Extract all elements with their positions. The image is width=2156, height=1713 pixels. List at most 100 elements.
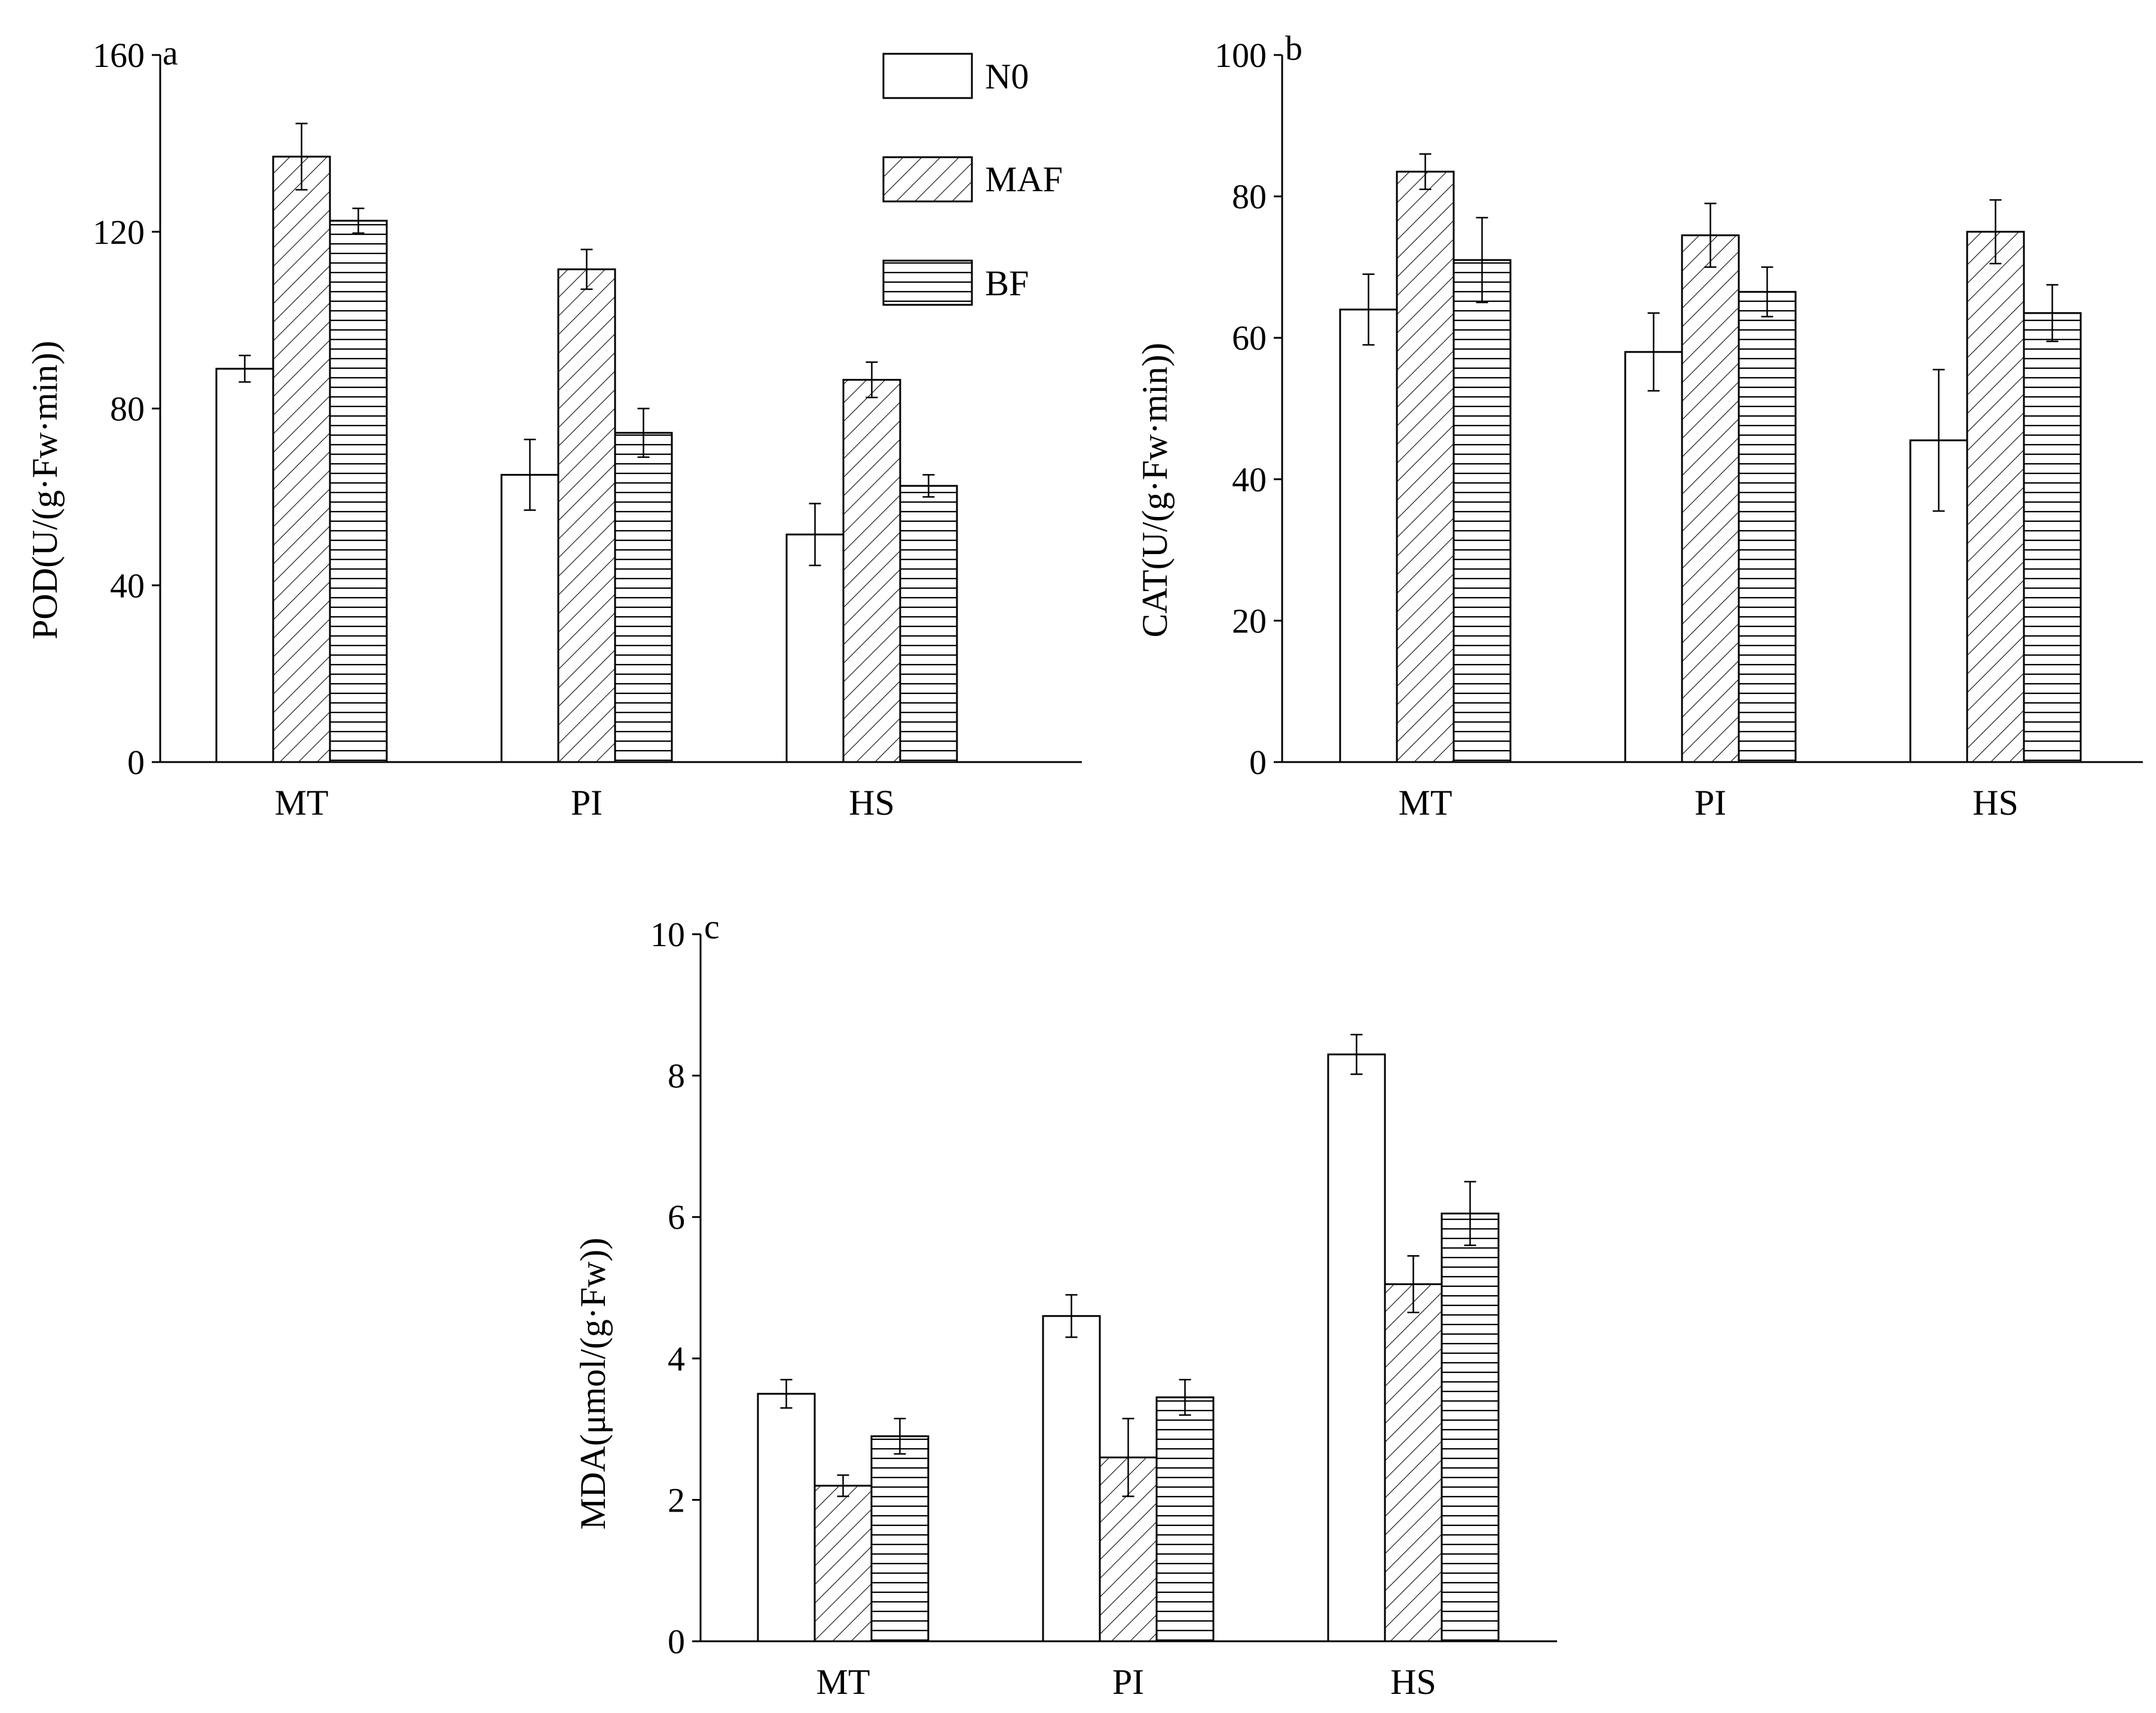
panel-c-ytick-label-8: 8 [668,1057,685,1096]
legend-swatch-bf [882,259,973,306]
panel-c-bar-mt-bf [870,1435,929,1642]
panel-b-ytick-label-40: 40 [1232,460,1267,499]
panel-c-ytick-label-2: 2 [668,1480,685,1519]
panel-c: MT PI HS 0 2 4 6 8 10 c MDA(μmol/(g·Fw)) [573,907,1557,1702]
panel-a-bar-mt-maf [272,155,331,763]
panel-b-ytick-label-20: 20 [1232,601,1267,640]
panel-b-bar-mt-maf [1396,170,1455,763]
panel-a-errorbar-hs-n0 [809,503,821,567]
panel-b-errorbar-mt-maf [1419,153,1432,191]
legend-label-n0: N0 [985,57,1029,96]
panel-b-bar-hs-bf [2023,312,2082,763]
legend-label-bf: BF [985,264,1029,303]
legend-item-maf: MAF [882,156,1063,203]
panel-a-bar-mt-bf [329,219,388,763]
panel-b-ytick-label-80: 80 [1232,178,1267,216]
legend-swatch-n0 [882,53,973,99]
panel-c-ylabel: MDA(μmol/(g·Fw)) [573,1238,613,1530]
panel-c-bar-hs-n0 [1327,1053,1386,1642]
legend-swatch-maf [882,156,973,203]
panel-b-errorbar-mt-bf [1476,216,1488,304]
panel-c-letter: c [704,907,720,946]
panel-c-errorbar-pi-maf [1122,1418,1134,1497]
panel-c-bar-hs-maf [1384,1283,1443,1642]
panel-a-ytick-label-40: 40 [110,566,145,605]
panel-a-ytick-label-80: 80 [110,390,145,429]
panel-b-ytick-label-0: 0 [1249,743,1267,782]
panel-c-plot: MT PI HS 0 2 4 6 8 10 [650,915,1557,1702]
panel-c-ytick-label-6: 6 [668,1198,685,1237]
panel-c-category-mt: MT [816,1662,870,1702]
panel-a-category-pi: PI [571,783,603,822]
panel-a-category-mt: MT [275,783,329,822]
panel-a-bar-hs-bf [899,485,958,763]
panel-c-ytick-label-10: 10 [650,915,685,954]
legend: N0 MAF BF [882,53,1063,306]
panel-a-errorbar-mt-bf [352,207,365,234]
panel-c-errorbar-mt-maf [837,1474,849,1497]
panel-c-ytick-label-4: 4 [668,1339,685,1378]
panel-b-category-pi: PI [1695,783,1726,822]
panel-c-bar-pi-n0 [1042,1315,1101,1642]
panel-a-errorbar-mt-maf [295,123,308,191]
panel-b-errorbar-hs-maf [1989,199,2002,265]
panel-b-errorbar-pi-bf [1761,266,1773,317]
panel-c-errorbar-hs-maf [1407,1255,1420,1314]
panel-b-bar-mt-n0 [1339,308,1398,763]
panel-a-ylabel: POD(U/(g·Fw·min)) [25,341,65,640]
panel-b-bar-pi-maf [1681,234,1740,763]
panel-a-errorbar-pi-n0 [524,439,536,511]
panel-a-plot: MT PI HS 0 40 80 120 160 [93,36,1082,822]
legend-item-n0: N0 [882,53,1029,99]
panel-a-bar-pi-n0 [500,473,559,763]
panel-b-errorbar-hs-n0 [1932,369,1945,512]
panel-c-errorbar-pi-n0 [1065,1294,1078,1338]
panel-a-errorbar-hs-maf [866,361,878,399]
panel-b-errorbar-mt-n0 [1362,273,1375,346]
panel-c-errorbar-mt-n0 [780,1379,793,1409]
panel-b-bar-hs-maf [1966,231,2025,763]
panel-a-letter: a [163,33,178,72]
panel-a-category-hs: HS [849,783,895,822]
panel-a-errorbar-pi-maf [580,249,593,290]
panel-a-bar-hs-n0 [785,533,845,763]
panel-c-errorbar-hs-bf [1464,1180,1476,1246]
panel-c-bar-mt-maf [814,1485,873,1642]
panel-c-errorbar-pi-bf [1179,1379,1191,1416]
panel-b-ytick-label-60: 60 [1232,319,1267,357]
panel-a-bar-mt-n0 [215,368,274,763]
panel-a-errorbar-pi-bf [637,408,650,458]
panel-c-category-pi: PI [1112,1662,1144,1702]
panel-b-ytick-label-100: 100 [1215,36,1267,75]
panel-a-ytick-label-160: 160 [93,36,145,75]
panel-b-category-mt: MT [1399,783,1452,822]
panel-a-errorbar-mt-n0 [238,354,251,383]
panel-b-plot: MT PI HS 0 20 40 60 80 100 [1215,36,2143,822]
panel-c-bar-mt-n0 [757,1393,816,1642]
panel-c-category-hs: HS [1390,1662,1436,1702]
panel-a: MT PI HS 0 40 80 120 160 a POD(U/(g·Fw·min)) [25,33,1082,822]
panel-a-bar-pi-bf [614,432,673,763]
panel-b-bar-pi-n0 [1624,351,1683,763]
panel-a-errorbar-hs-bf [922,474,935,498]
panel-b-letter: b [1285,29,1302,68]
panel-c-errorbar-mt-bf [894,1418,906,1455]
panel-c-errorbar-hs-n0 [1350,1033,1363,1075]
panel-b-category-hs: HS [1972,783,2019,822]
legend-item-bf: BF [882,259,1029,306]
panel-b-errorbar-hs-bf [2046,284,2059,342]
panel-b-ylabel: CAT(U/(g·Fw·min)) [1135,342,1175,637]
panel-c-bar-hs-bf [1441,1212,1500,1642]
panel-a-bar-hs-maf [842,378,901,763]
panel-b-errorbar-pi-n0 [1647,312,1660,392]
panel-c-ytick-label-0: 0 [668,1622,685,1661]
panel-b-bar-mt-bf [1452,259,1512,763]
panel-c-bar-pi-bf [1155,1396,1215,1642]
panel-a-ytick-label-0: 0 [127,743,145,782]
panel-b: MT PI HS 0 20 40 60 80 100 b CAT(U/(g·Fw·min)) [1135,29,2143,822]
panel-b-bar-pi-bf [1738,290,1797,763]
panel-a-ytick-label-120: 120 [93,213,145,252]
panel-b-errorbar-pi-maf [1704,203,1717,268]
legend-label-maf: MAF [985,160,1063,199]
